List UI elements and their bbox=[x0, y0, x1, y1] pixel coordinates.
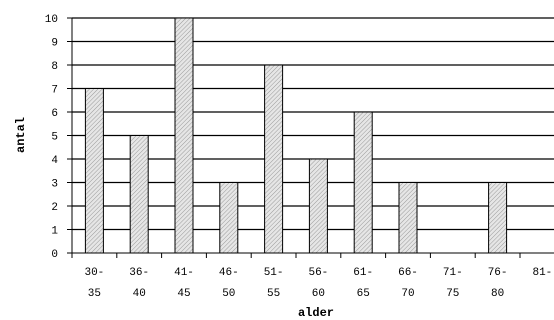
x-tick-label: 60 bbox=[312, 288, 325, 300]
x-tick-label: 71- bbox=[443, 267, 463, 279]
bar bbox=[174, 17, 194, 254]
y-tick-label: 6 bbox=[51, 108, 58, 120]
y-tick-label: 2 bbox=[51, 202, 58, 214]
x-tick-label: 46- bbox=[219, 267, 239, 279]
x-tick-labels: 30- 35 36- 40 41- 45 46- 50 51- 55 56- 60 61- 65 66- 70… bbox=[84, 267, 552, 300]
y-tick-label: 8 bbox=[51, 61, 58, 73]
bar bbox=[398, 182, 418, 254]
bar bbox=[308, 158, 328, 254]
x-tick-label: 61- bbox=[353, 267, 373, 279]
x-tick-label: 36- bbox=[129, 267, 149, 279]
x-tick-label: 70 bbox=[401, 288, 414, 300]
x-tick-label: 75 bbox=[446, 288, 459, 300]
y-tick-label: 4 bbox=[51, 155, 58, 167]
x-tick-label: 80 bbox=[491, 288, 504, 300]
y-tick-label: 1 bbox=[51, 226, 58, 238]
y-tick-label: 5 bbox=[51, 132, 58, 144]
x-tick-label: 40 bbox=[133, 288, 146, 300]
x-tick-label: 30- bbox=[84, 267, 104, 279]
x-tick-label: 41- bbox=[174, 267, 194, 279]
y-tick-label: 3 bbox=[51, 179, 58, 191]
bar bbox=[264, 64, 284, 254]
x-tick-label: 76- bbox=[488, 267, 508, 279]
bar bbox=[219, 182, 239, 254]
y-tick-labels: 0 1 2 3 4 5 6 7 8 9 10 bbox=[45, 14, 59, 261]
x-tick-label: 50 bbox=[222, 288, 235, 300]
y-tick-label: 9 bbox=[51, 38, 58, 50]
x-tick-label: 35 bbox=[88, 288, 101, 300]
y-tick-label: 7 bbox=[51, 85, 58, 97]
bar bbox=[488, 182, 508, 254]
axes bbox=[67, 17, 554, 258]
x-tick-label: 55 bbox=[267, 288, 280, 300]
x-tick-label: 56- bbox=[308, 267, 328, 279]
bar-series bbox=[84, 17, 508, 254]
y-tick-label: 10 bbox=[45, 14, 58, 26]
y-tick-label: 0 bbox=[51, 249, 58, 261]
x-tick-label: 51- bbox=[264, 267, 284, 279]
y-axis-label: antal bbox=[14, 117, 28, 153]
x-tick-label: 66- bbox=[398, 267, 418, 279]
x-tick-label: 45 bbox=[177, 288, 190, 300]
x-tick-label: 81- bbox=[532, 267, 552, 279]
bar bbox=[129, 135, 149, 254]
x-axis-label: alder bbox=[298, 306, 334, 320]
bar bbox=[84, 88, 104, 254]
x-tick-label: 65 bbox=[357, 288, 370, 300]
gridlines bbox=[72, 17, 554, 231]
bar bbox=[353, 111, 373, 254]
